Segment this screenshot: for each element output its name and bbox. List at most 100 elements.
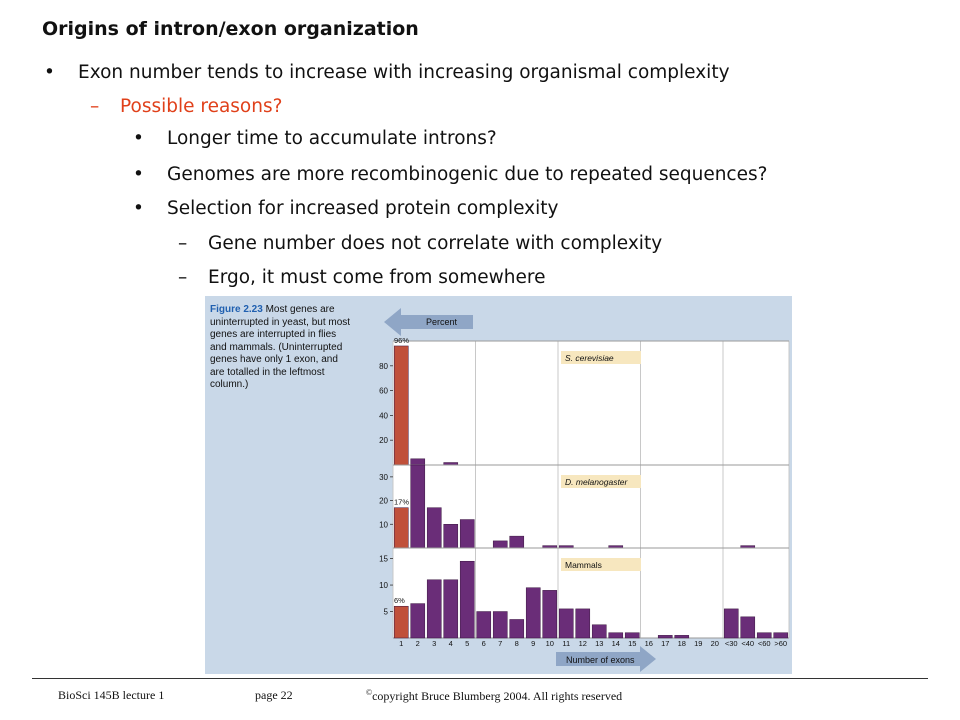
y-tick-label: 80: [379, 362, 388, 371]
bullet-marker: •: [133, 198, 144, 219]
footer-page: page 22: [255, 688, 293, 702]
bar: [443, 579, 459, 639]
bar: [426, 507, 442, 549]
bar: [591, 624, 607, 639]
species-label-box: [561, 351, 641, 364]
x-tick-label: 11: [562, 639, 570, 648]
bar: [410, 458, 426, 466]
x-tick-label: 15: [628, 639, 636, 648]
x-tick-label: 10: [546, 639, 554, 648]
x-tick-label: 8: [515, 639, 519, 648]
x-tick-label: 20: [711, 639, 719, 648]
y-tick-label: 40: [379, 411, 388, 420]
first-bar-label: 96%: [394, 336, 409, 345]
reason-recombinogenic: • Genomes are more recombinogenic due to …: [133, 164, 767, 185]
first-bar-label: 6%: [394, 596, 405, 605]
bar: [410, 603, 426, 639]
x-tick-label: <60: [758, 639, 771, 648]
dash-marker: –: [178, 233, 188, 254]
bar: [674, 635, 690, 639]
x-tick-label: 7: [498, 639, 502, 648]
bar: [393, 507, 409, 549]
detail-gene-number: – Gene number does not correlate with com…: [178, 233, 662, 254]
reason-text: Longer time to accumulate introns?: [167, 128, 497, 149]
reason-selection: • Selection for increased protein complex…: [133, 198, 558, 219]
bar: [393, 605, 409, 639]
bullet-marker: •: [44, 62, 55, 83]
bar: [558, 608, 574, 639]
detail-text: Gene number does not correlate with comp…: [208, 233, 663, 254]
bar: [459, 560, 475, 639]
bar: [608, 632, 624, 639]
bar: [393, 345, 409, 466]
y-tick-label: 5: [384, 608, 389, 617]
x-tick-label: >60: [774, 639, 787, 648]
bar: [525, 587, 541, 639]
x-tick-label: 5: [465, 639, 469, 648]
bar: [756, 632, 772, 639]
species-label: Mammals: [565, 560, 602, 570]
exons-arrow-icon: [556, 646, 656, 672]
reason-time: • Longer time to accumulate introns?: [133, 128, 497, 149]
bullet-marker: •: [133, 128, 144, 149]
bullet-exon-number: • Exon number tends to increase with incr…: [44, 62, 730, 83]
figure-caption: Figure 2.23 Most genes are uninterrupted…: [210, 304, 352, 392]
y-tick-label: 20: [379, 436, 388, 445]
x-tick-label: <30: [725, 639, 738, 648]
x-tick-label: 17: [661, 639, 669, 648]
dash-marker: –: [178, 267, 188, 288]
bar: [492, 611, 508, 639]
y-tick-label: 10: [379, 520, 388, 529]
bar: [723, 608, 739, 639]
bar: [426, 579, 442, 639]
bullet-text: Exon number tends to increase with incre…: [78, 62, 730, 83]
x-tick-label: 2: [416, 639, 420, 648]
bar: [542, 590, 558, 639]
x-tick-label: 14: [612, 639, 620, 648]
bar: [509, 619, 525, 639]
y-tick-label: 10: [379, 581, 388, 590]
species-label: S. cerevisiae: [565, 353, 614, 363]
species-label: D. melanogaster: [565, 477, 629, 487]
x-tick-label: 9: [531, 639, 535, 648]
dash-marker: –: [90, 96, 100, 117]
x-tick-label: <40: [741, 639, 754, 648]
bar: [476, 611, 492, 639]
sub-possible-reasons: – Possible reasons?: [90, 96, 282, 117]
copyright-text: copyright Bruce Blumberg 2004. All right…: [372, 689, 623, 703]
x-tick-label: 3: [432, 639, 436, 648]
footer-divider: [32, 678, 928, 679]
figure-caption-text: Most genes are uninterrupted in yeast, b…: [210, 304, 351, 390]
reason-text: Selection for increased protein complexi…: [167, 198, 559, 219]
detail-ergo: – Ergo, it must come from somewhere: [178, 267, 545, 288]
detail-text: Ergo, it must come from somewhere: [208, 267, 546, 288]
slide-title: Origins of intron/exon organization: [42, 18, 419, 40]
bar: [443, 524, 459, 549]
bar: [575, 608, 591, 639]
bar: [773, 632, 789, 639]
bar: [459, 519, 475, 549]
bar: [657, 635, 673, 639]
y-tick-label: 30: [379, 473, 388, 482]
x-tick-label: 12: [579, 639, 587, 648]
percent-arrow-icon: [384, 308, 473, 336]
x-tick-label: 16: [645, 639, 653, 648]
species-label-box: [561, 475, 641, 488]
first-bar-label: 17%: [394, 498, 409, 507]
species-label-box: [561, 558, 641, 571]
x-axis-label: Number of exons: [566, 655, 635, 665]
y-tick-label: 20: [379, 497, 388, 506]
reason-text: Genomes are more recombinogenic due to r…: [167, 164, 768, 185]
x-tick-label: 13: [595, 639, 603, 648]
y-tick-label: 15: [379, 555, 388, 564]
figure-label: Figure 2.23: [210, 304, 263, 315]
bar: [492, 540, 508, 549]
footer-course: BioSci 145B lecture 1: [58, 688, 165, 702]
bullet-marker: •: [133, 164, 144, 185]
y-axis-label: Percent: [426, 317, 458, 327]
x-tick-label: 6: [482, 639, 486, 648]
bar: [410, 464, 426, 549]
sub-text: Possible reasons?: [120, 96, 283, 117]
x-tick-label: 19: [694, 639, 702, 648]
